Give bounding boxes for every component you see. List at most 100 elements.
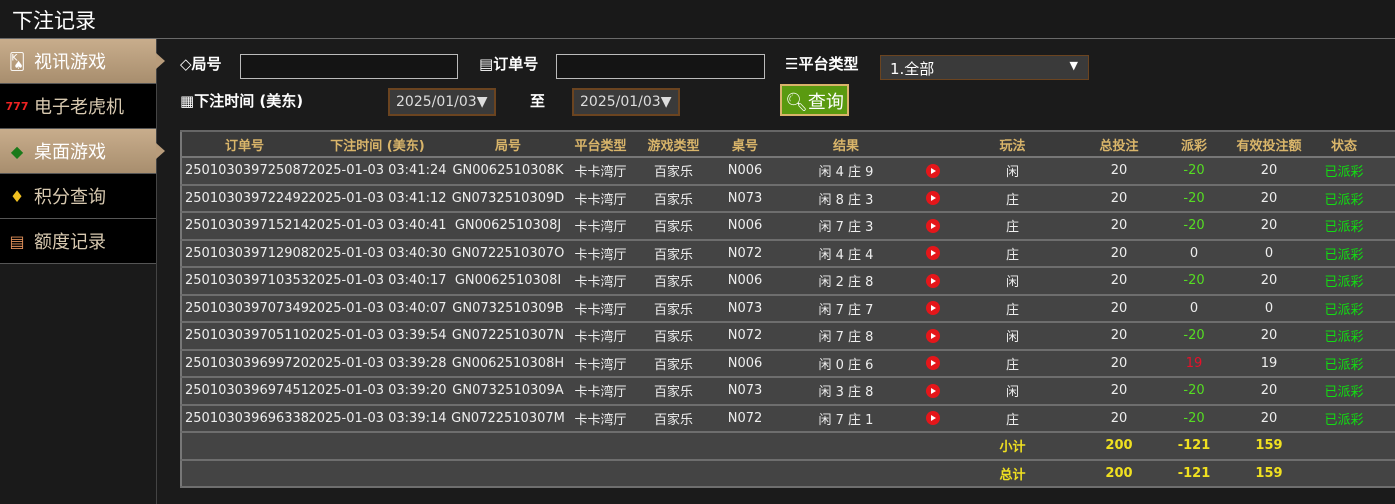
- cell: 百家乐: [633, 157, 714, 186]
- cell: 百家乐: [633, 322, 714, 351]
- play-replay-icon[interactable]: [925, 246, 940, 261]
- order-input[interactable]: [556, 54, 765, 79]
- date-from-picker[interactable]: 2025/01/03▼: [388, 88, 496, 116]
- cell: 百家乐: [633, 294, 714, 323]
- play-replay-icon[interactable]: [925, 383, 940, 398]
- cell: GN0722510307N: [448, 322, 568, 351]
- play-replay-icon[interactable]: [925, 301, 940, 316]
- cell: 2025-01-03 03:39:28: [307, 349, 448, 378]
- cell: GN0062510308J: [448, 212, 568, 241]
- cell: -20: [1162, 404, 1226, 433]
- table-row: 250103039722492 2025-01-03 03:41:12 GN0732…: [181, 184, 1395, 213]
- server-icon: ☰: [785, 55, 799, 73]
- cell: 20: [1076, 404, 1162, 433]
- cell: -20: [1162, 322, 1226, 351]
- cell: 庄: [949, 212, 1076, 241]
- cell: 250103039707349: [181, 294, 309, 323]
- cell: 19: [1162, 349, 1226, 378]
- round-input[interactable]: [240, 54, 458, 79]
- playing-cards-icon: 🂮: [8, 51, 26, 71]
- column-header: 订单号: [181, 131, 307, 158]
- sidebar-item-label: 视讯游戏: [34, 52, 106, 73]
- subtotal-payout: -121: [1162, 432, 1226, 461]
- cell: 卡卡湾厅: [568, 377, 633, 406]
- cell: 闲 4 庄 9: [776, 157, 916, 186]
- clipboard-icon: ▤: [479, 55, 494, 73]
- cell: N072: [714, 404, 776, 433]
- sidebar-item-slots[interactable]: 777 电子老虎机: [0, 84, 156, 129]
- cell: 卡卡湾厅: [568, 404, 633, 433]
- cell: N072: [714, 322, 776, 351]
- sidebar-item-label: 桌面游戏: [34, 142, 106, 163]
- play-replay-icon[interactable]: [925, 328, 940, 343]
- column-header: 游戏类型: [633, 131, 714, 158]
- cell: 闲 4 庄 4: [776, 239, 916, 268]
- table-row: 250103039715214 2025-01-03 03:40:41 GN0062…: [181, 212, 1395, 241]
- cell: 20: [1076, 267, 1162, 296]
- cell: -20: [1162, 184, 1226, 213]
- cell: 闲 7 庄 1: [776, 404, 916, 433]
- cell: 19: [1226, 349, 1312, 378]
- cell: 闲 8 庄 3: [776, 184, 916, 213]
- search-button[interactable]: 🔍︎查询: [780, 84, 849, 116]
- cell: 卡卡湾厅: [568, 294, 633, 323]
- table-row: 250103039725087 2025-01-03 03:41:24 GN0062…: [181, 157, 1395, 186]
- subtotal-total_bet: 200: [1076, 432, 1162, 461]
- table-row: 250103039699720 2025-01-03 03:39:28 GN0062…: [181, 349, 1395, 378]
- play-replay-icon[interactable]: [925, 356, 940, 371]
- order-label: ▤订单号: [479, 55, 539, 73]
- to-label: 至: [530, 92, 546, 110]
- cell: 百家乐: [633, 349, 714, 378]
- cell: 20: [1076, 239, 1162, 268]
- cell: N006: [714, 267, 776, 296]
- cell: 已派彩: [1312, 184, 1376, 213]
- play-replay-icon[interactable]: [925, 411, 940, 426]
- calendar-icon: ▦: [180, 92, 195, 110]
- cell: 250103039699720: [181, 349, 309, 378]
- sidebar-item-label: 额度记录: [34, 232, 106, 253]
- subtotal-label: 小计: [949, 432, 1076, 461]
- table-row: 250103039705110 2025-01-03 03:39:54 GN0722…: [181, 322, 1395, 351]
- cell: 2025-01-03 03:41:12: [307, 184, 448, 213]
- cell: 已派彩: [1312, 322, 1376, 351]
- cell: 0: [1162, 294, 1226, 323]
- cell: 0: [1226, 294, 1312, 323]
- column-header: 下注时间 (美东): [307, 131, 448, 158]
- time-label: ▦下注时间 (美东): [180, 92, 304, 110]
- sidebar-item-table-games[interactable]: ◆ 桌面游戏: [0, 129, 165, 174]
- cell: 250103039696338: [181, 404, 309, 433]
- tag-icon: ◇: [180, 55, 192, 73]
- cell: 20: [1076, 157, 1162, 186]
- title-bar: 下注记录: [0, 0, 1395, 39]
- cell: 庄: [949, 184, 1076, 213]
- cell: N072: [714, 239, 776, 268]
- cell: 2025-01-03 03:39:54: [307, 322, 448, 351]
- cell: GN0732510309D: [448, 184, 568, 213]
- cell: 已派彩: [1312, 239, 1376, 268]
- column-header: 桌号: [714, 131, 776, 158]
- total-label: 总计: [949, 459, 1076, 488]
- cell: 已派彩: [1312, 294, 1376, 323]
- column-header: 状态: [1312, 131, 1376, 158]
- cell: 20: [1076, 294, 1162, 323]
- cell: 0: [1162, 239, 1226, 268]
- sidebar-item-points[interactable]: ♦ 积分查询: [0, 174, 156, 219]
- cell: 20: [1226, 184, 1312, 213]
- cell: 庄: [949, 294, 1076, 323]
- platform-select[interactable]: 1.全部 ▼: [880, 55, 1089, 80]
- cell: 卡卡湾厅: [568, 184, 633, 213]
- table-row: 250103039697451 2025-01-03 03:39:20 GN0732…: [181, 377, 1395, 406]
- date-to-picker[interactable]: 2025/01/03▼: [572, 88, 680, 116]
- sidebar-item-credit-records[interactable]: ▤ 额度记录: [0, 219, 156, 264]
- cell: 2025-01-03 03:40:30: [307, 239, 448, 268]
- table-row: 250103039696338 2025-01-03 03:39:14 GN0722…: [181, 404, 1395, 433]
- document-icon: ▤: [9, 231, 25, 251]
- play-replay-icon[interactable]: [925, 273, 940, 288]
- play-replay-icon[interactable]: [925, 218, 940, 233]
- play-replay-icon[interactable]: [925, 191, 940, 206]
- slot-777-icon: 777: [5, 99, 29, 113]
- cell: 百家乐: [633, 184, 714, 213]
- cell: 20: [1226, 267, 1312, 296]
- sidebar-item-live-games[interactable]: 🂮 视讯游戏: [0, 39, 165, 84]
- play-replay-icon[interactable]: [925, 163, 940, 178]
